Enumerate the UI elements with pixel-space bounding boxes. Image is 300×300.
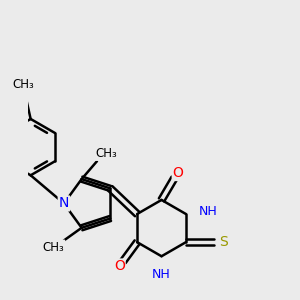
Text: N: N	[59, 196, 69, 211]
Text: NH: NH	[199, 205, 218, 218]
Text: CH₃: CH₃	[43, 241, 64, 254]
Text: CH₃: CH₃	[12, 78, 34, 91]
Text: CH₃: CH₃	[95, 147, 117, 160]
Text: NH: NH	[152, 268, 171, 281]
Text: S: S	[219, 235, 227, 249]
Text: O: O	[114, 260, 124, 274]
Text: O: O	[173, 166, 184, 180]
